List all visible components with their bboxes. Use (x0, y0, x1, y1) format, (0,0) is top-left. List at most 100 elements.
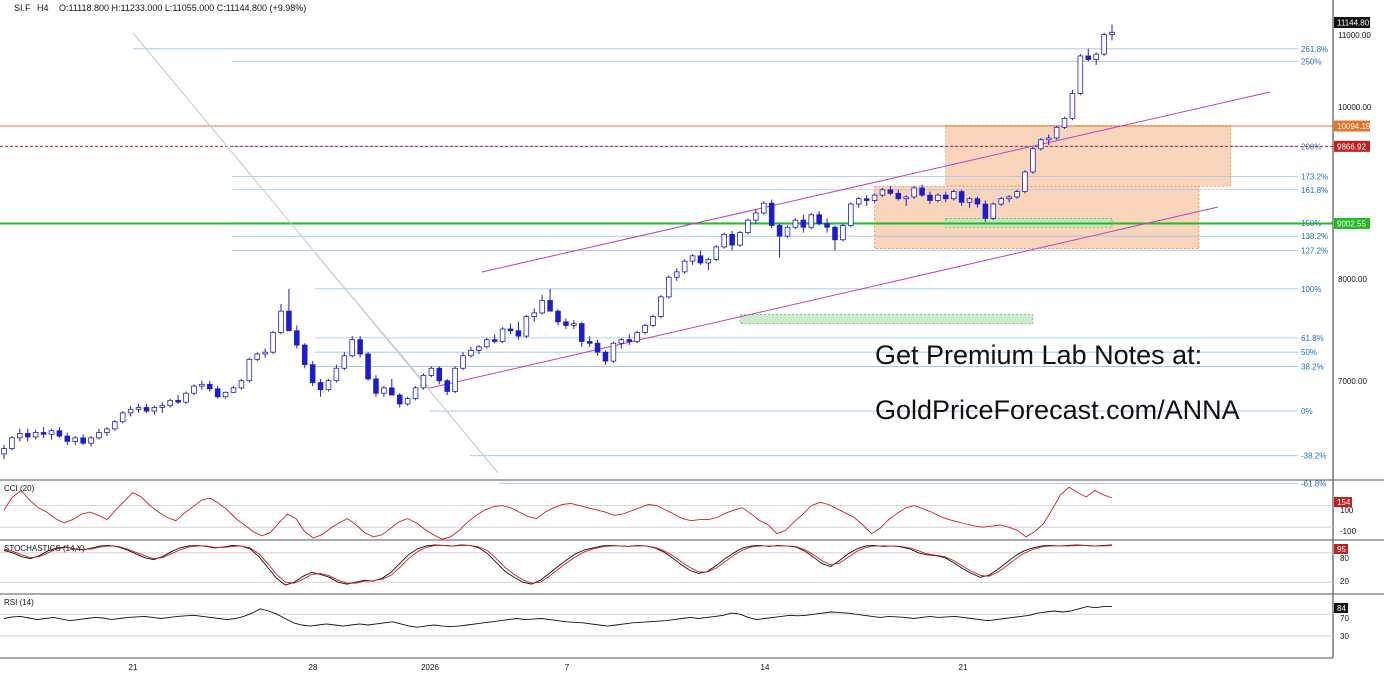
fib-label-9: 61.8% (1301, 334, 1324, 343)
candle-body-134 (1061, 118, 1068, 128)
price-tick-10000: 10000.00 (1338, 103, 1372, 112)
candle-body-74 (586, 341, 593, 344)
timeframe-label: H4 (37, 3, 49, 13)
candle-body-25 (199, 383, 205, 387)
candle-body-34 (270, 332, 276, 353)
fib-label-4: 161.8% (1301, 186, 1328, 195)
candle-body-38 (301, 344, 308, 366)
stoch-axis-20: 20 (1340, 577, 1349, 586)
candle-body-30 (238, 380, 245, 389)
candle-body-109 (863, 198, 870, 201)
candle-body-46 (365, 353, 371, 380)
fib-label-11: 38.2% (1301, 362, 1324, 371)
fib-label-6: 138.2% (1301, 232, 1328, 241)
candle-body-9 (72, 437, 79, 442)
stoch-d-line (3, 545, 1113, 584)
candle-body-8 (64, 435, 71, 442)
candle-body-125 (990, 203, 997, 219)
candle-body-32 (254, 353, 261, 360)
stoch-value-box (1334, 544, 1348, 554)
candle-body-15 (119, 412, 126, 423)
candle-body-20 (159, 405, 166, 408)
candle-body-5 (40, 432, 47, 435)
candle-body-69 (547, 300, 553, 312)
level-label-2: 9002.55 (1337, 219, 1366, 228)
candle-body-115 (911, 187, 917, 198)
candle-body-45 (357, 339, 363, 355)
candle-body-120 (950, 191, 957, 200)
candle-body-104 (824, 223, 830, 228)
stoch-axis-80: 80 (1340, 554, 1349, 563)
candle-body-11 (88, 437, 94, 444)
candle-body-121 (958, 191, 965, 203)
candle-body-63 (499, 328, 506, 342)
promo-line-1: Get Premium Lab Notes at: (875, 340, 1203, 370)
candle-body-77 (610, 342, 617, 362)
candle-body-23 (183, 392, 189, 403)
candle-body-101 (800, 219, 807, 228)
candle-body-92 (729, 233, 735, 246)
candle-body-122 (966, 198, 973, 203)
candle-body-67 (531, 312, 538, 317)
candle-body-94 (745, 219, 751, 234)
candle-body-112 (887, 189, 894, 194)
candle-body-7 (56, 430, 63, 437)
candle-body-4 (32, 432, 39, 438)
channel-lower-line (429, 206, 1219, 389)
candle-body-26 (206, 383, 213, 390)
candle-body-133 (1053, 126, 1060, 139)
cci-axis-100: 100 (1340, 506, 1354, 515)
candle-body-3 (24, 432, 31, 438)
candle-body-22 (175, 399, 181, 403)
candle-body-28 (222, 391, 229, 398)
candle-body-58 (460, 355, 466, 369)
candle-body-61 (483, 339, 490, 348)
candle-body-35 (278, 310, 284, 333)
candle-body-43 (341, 355, 348, 369)
candle-body-41 (325, 380, 332, 391)
candle-body-85 (673, 271, 680, 278)
candle-body-66 (523, 316, 530, 337)
fib-label-13: -38.2% (1301, 452, 1326, 461)
candle-body-57 (452, 367, 458, 392)
stoch-k-line (3, 544, 1113, 586)
candle-body-33 (262, 351, 268, 355)
candle-body-132 (1045, 137, 1052, 141)
candle-body-52 (412, 387, 419, 399)
horizontal-levels: 10094.19 9866.92 9002.55 (0, 120, 1371, 229)
candle-body-119 (943, 194, 949, 200)
candle-body-140 (1109, 31, 1115, 36)
candle-body-37 (294, 330, 300, 346)
candle-body-130 (1030, 148, 1036, 173)
candle-body-16 (127, 408, 134, 414)
candle-body-29 (230, 387, 237, 393)
candle-body-136 (1077, 55, 1084, 94)
x-tick-7: 7 (565, 663, 570, 672)
current-price-box (1334, 17, 1370, 28)
promo-line-2[interactable]: GoldPriceForecast.com/ANNA (875, 395, 1240, 425)
channel-upper-line (481, 91, 1271, 273)
candle-body-105 (832, 226, 838, 241)
candle-body-60 (476, 346, 482, 351)
price-tick-8000: 8000.00 (1338, 275, 1367, 284)
candle-body-93 (737, 232, 743, 246)
candle-body-100 (792, 219, 799, 228)
candle-body-10 (80, 437, 86, 444)
candle-body-51 (404, 398, 411, 405)
fib-label-1: 250% (1301, 57, 1321, 66)
x-tick-21b: 21 (959, 663, 968, 672)
candle-body-81 (642, 325, 648, 333)
candle-body-127 (1006, 196, 1012, 200)
candle-body-128 (1014, 191, 1020, 198)
candle-body-89 (705, 258, 712, 264)
candle-body-123 (974, 198, 981, 205)
zones-layer (739, 125, 1232, 324)
candle-body-6 (48, 430, 55, 435)
candle-body-53 (420, 374, 427, 389)
time-axis: 21 28 2026 7 14 21 (129, 663, 968, 672)
candle-body-131 (1037, 139, 1044, 150)
candle-body-50 (396, 394, 403, 405)
